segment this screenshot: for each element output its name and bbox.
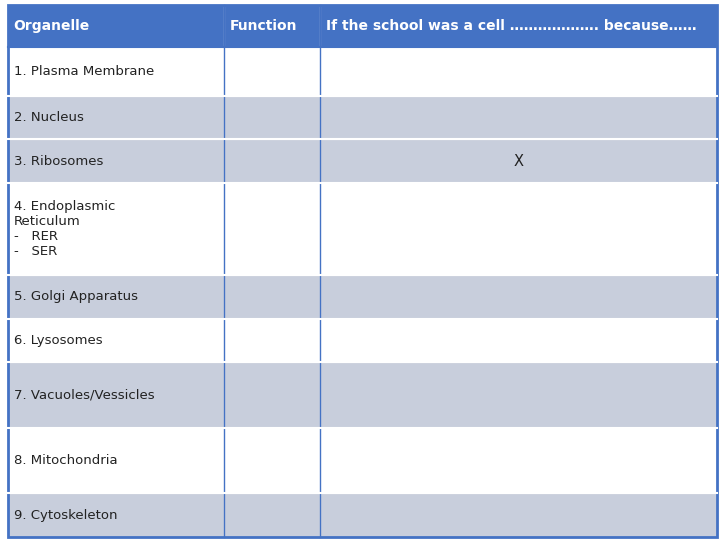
Text: 2. Nucleus: 2. Nucleus [14, 111, 84, 124]
Text: 3. Ribosomes: 3. Ribosomes [14, 154, 103, 167]
Bar [320, 275, 717, 319]
Text: If the school was a cell ………………. because……: If the school was a cell ………………. because… [325, 19, 696, 33]
Text: X: X [513, 153, 523, 168]
Bar [8, 5, 224, 47]
Bar [320, 183, 717, 275]
Bar [224, 494, 320, 537]
Bar [224, 428, 320, 494]
Text: Organelle: Organelle [14, 19, 90, 33]
Bar [224, 275, 320, 319]
Text: Function: Function [230, 19, 297, 33]
Bar [8, 362, 224, 428]
Text: 5. Golgi Apparatus: 5. Golgi Apparatus [14, 291, 138, 303]
Bar [320, 96, 717, 139]
Text: 4. Endoplasmic
Reticulum
-   RER
-   SER: 4. Endoplasmic Reticulum - RER - SER [14, 200, 115, 258]
Bar [8, 319, 224, 362]
Bar [8, 275, 224, 319]
Bar [320, 139, 717, 183]
Bar [224, 319, 320, 362]
Bar [8, 183, 224, 275]
Text: 6. Lysosomes: 6. Lysosomes [14, 334, 102, 347]
Bar [8, 139, 224, 183]
Text: 1. Plasma Membrane: 1. Plasma Membrane [14, 65, 154, 78]
Bar [224, 183, 320, 275]
Bar [224, 47, 320, 96]
Bar [8, 428, 224, 494]
Bar [224, 362, 320, 428]
Bar [320, 428, 717, 494]
Bar [224, 5, 320, 47]
Bar [8, 494, 224, 537]
Bar [8, 96, 224, 139]
Bar [320, 494, 717, 537]
Bar [320, 362, 717, 428]
Bar [320, 5, 717, 47]
Bar [320, 319, 717, 362]
Text: 8. Mitochondria: 8. Mitochondria [14, 454, 117, 467]
Bar [224, 139, 320, 183]
Bar [8, 47, 224, 96]
Text: 7. Vacuoles/Vessicles: 7. Vacuoles/Vessicles [14, 389, 154, 402]
Bar [320, 47, 717, 96]
Text: 9. Cytoskeleton: 9. Cytoskeleton [14, 509, 117, 522]
Bar [224, 96, 320, 139]
